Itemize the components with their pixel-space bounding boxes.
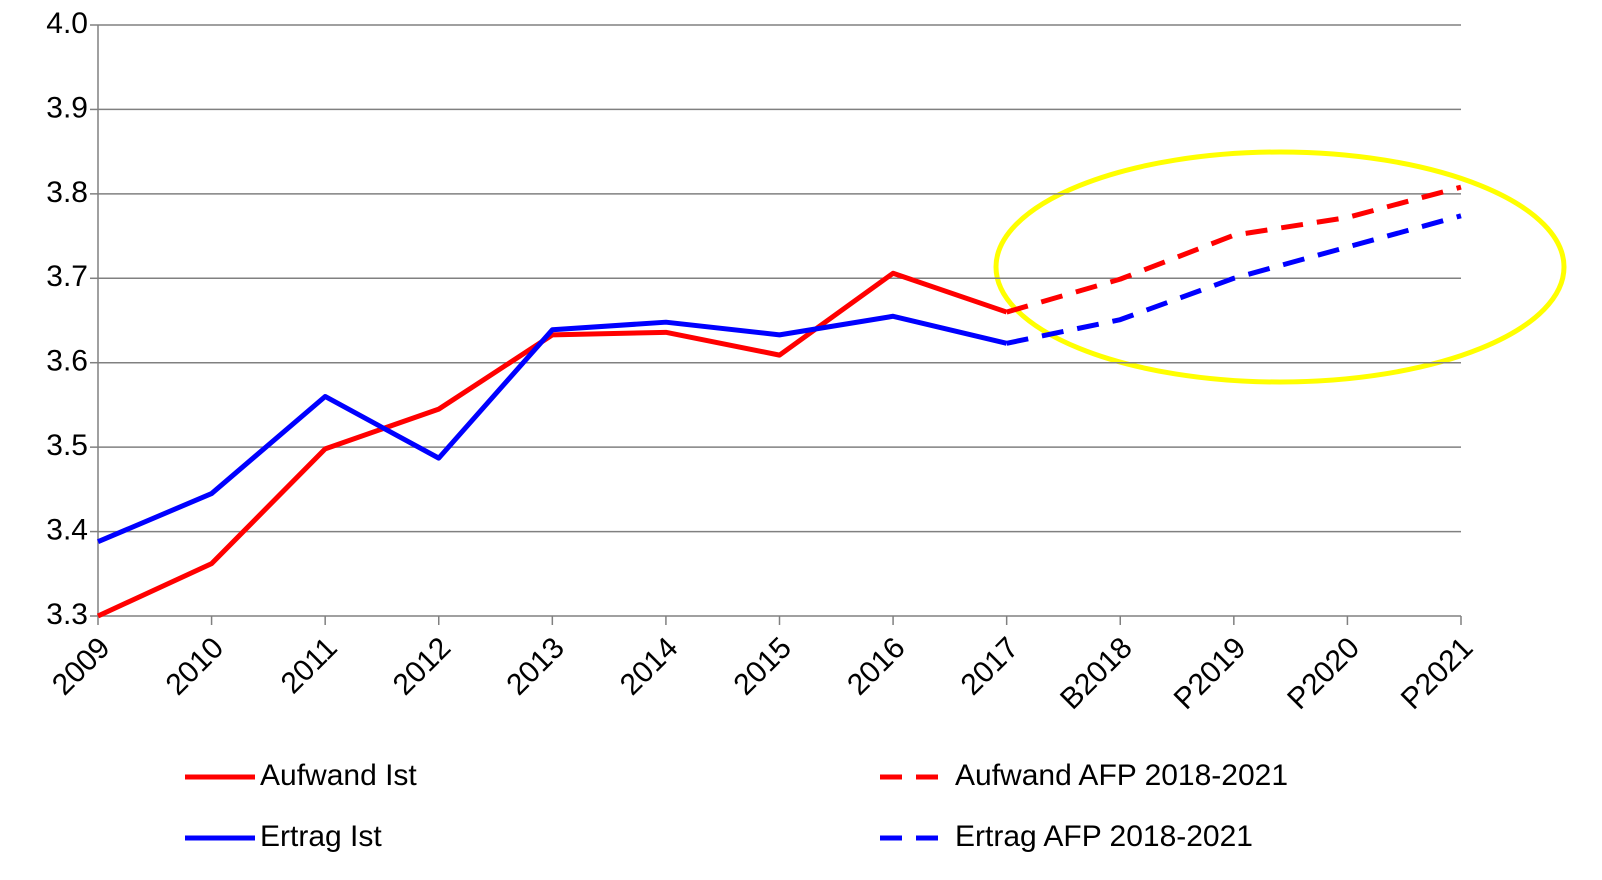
x-tick-label: 2013 [500,631,571,702]
y-tick-label: 3.6 [46,345,88,378]
legend-label: Aufwand AFP 2018-2021 [955,759,1288,792]
y-tick-label: 3.7 [46,260,88,293]
y-tick-label: 3.3 [46,598,88,631]
y-tick-label: 4.0 [46,7,88,40]
x-tick-label: P2021 [1395,631,1480,716]
series-line [1005,184,1462,315]
series-line [96,270,1008,619]
legend-label: Ertrag AFP 2018-2021 [955,820,1253,853]
y-tick-label: 3.9 [46,91,88,124]
series-line [1006,213,1462,346]
x-tick-label: 2016 [841,631,912,702]
y-tick-label: 3.4 [46,513,88,546]
y-tick-label: 3.8 [46,176,88,209]
highlight-ellipse [993,149,1567,385]
x-tick-label: 2012 [387,631,458,702]
x-tick-label: P2019 [1168,631,1253,716]
legend-label: Ertrag Ist [260,820,382,853]
x-tick-label: 2015 [728,631,799,702]
x-tick-label: 2017 [955,631,1026,702]
x-tick-label: 2010 [160,631,231,702]
x-tick-label: 2009 [46,631,117,702]
x-tick-label: 2014 [614,631,685,702]
legend-label: Aufwand Ist [260,759,417,792]
series-line [97,313,1008,545]
y-tick-label: 3.5 [46,429,88,462]
x-tick-label: 2011 [275,631,344,700]
x-tick-label: P2020 [1281,631,1366,716]
x-tick-label: B2018 [1054,631,1139,716]
